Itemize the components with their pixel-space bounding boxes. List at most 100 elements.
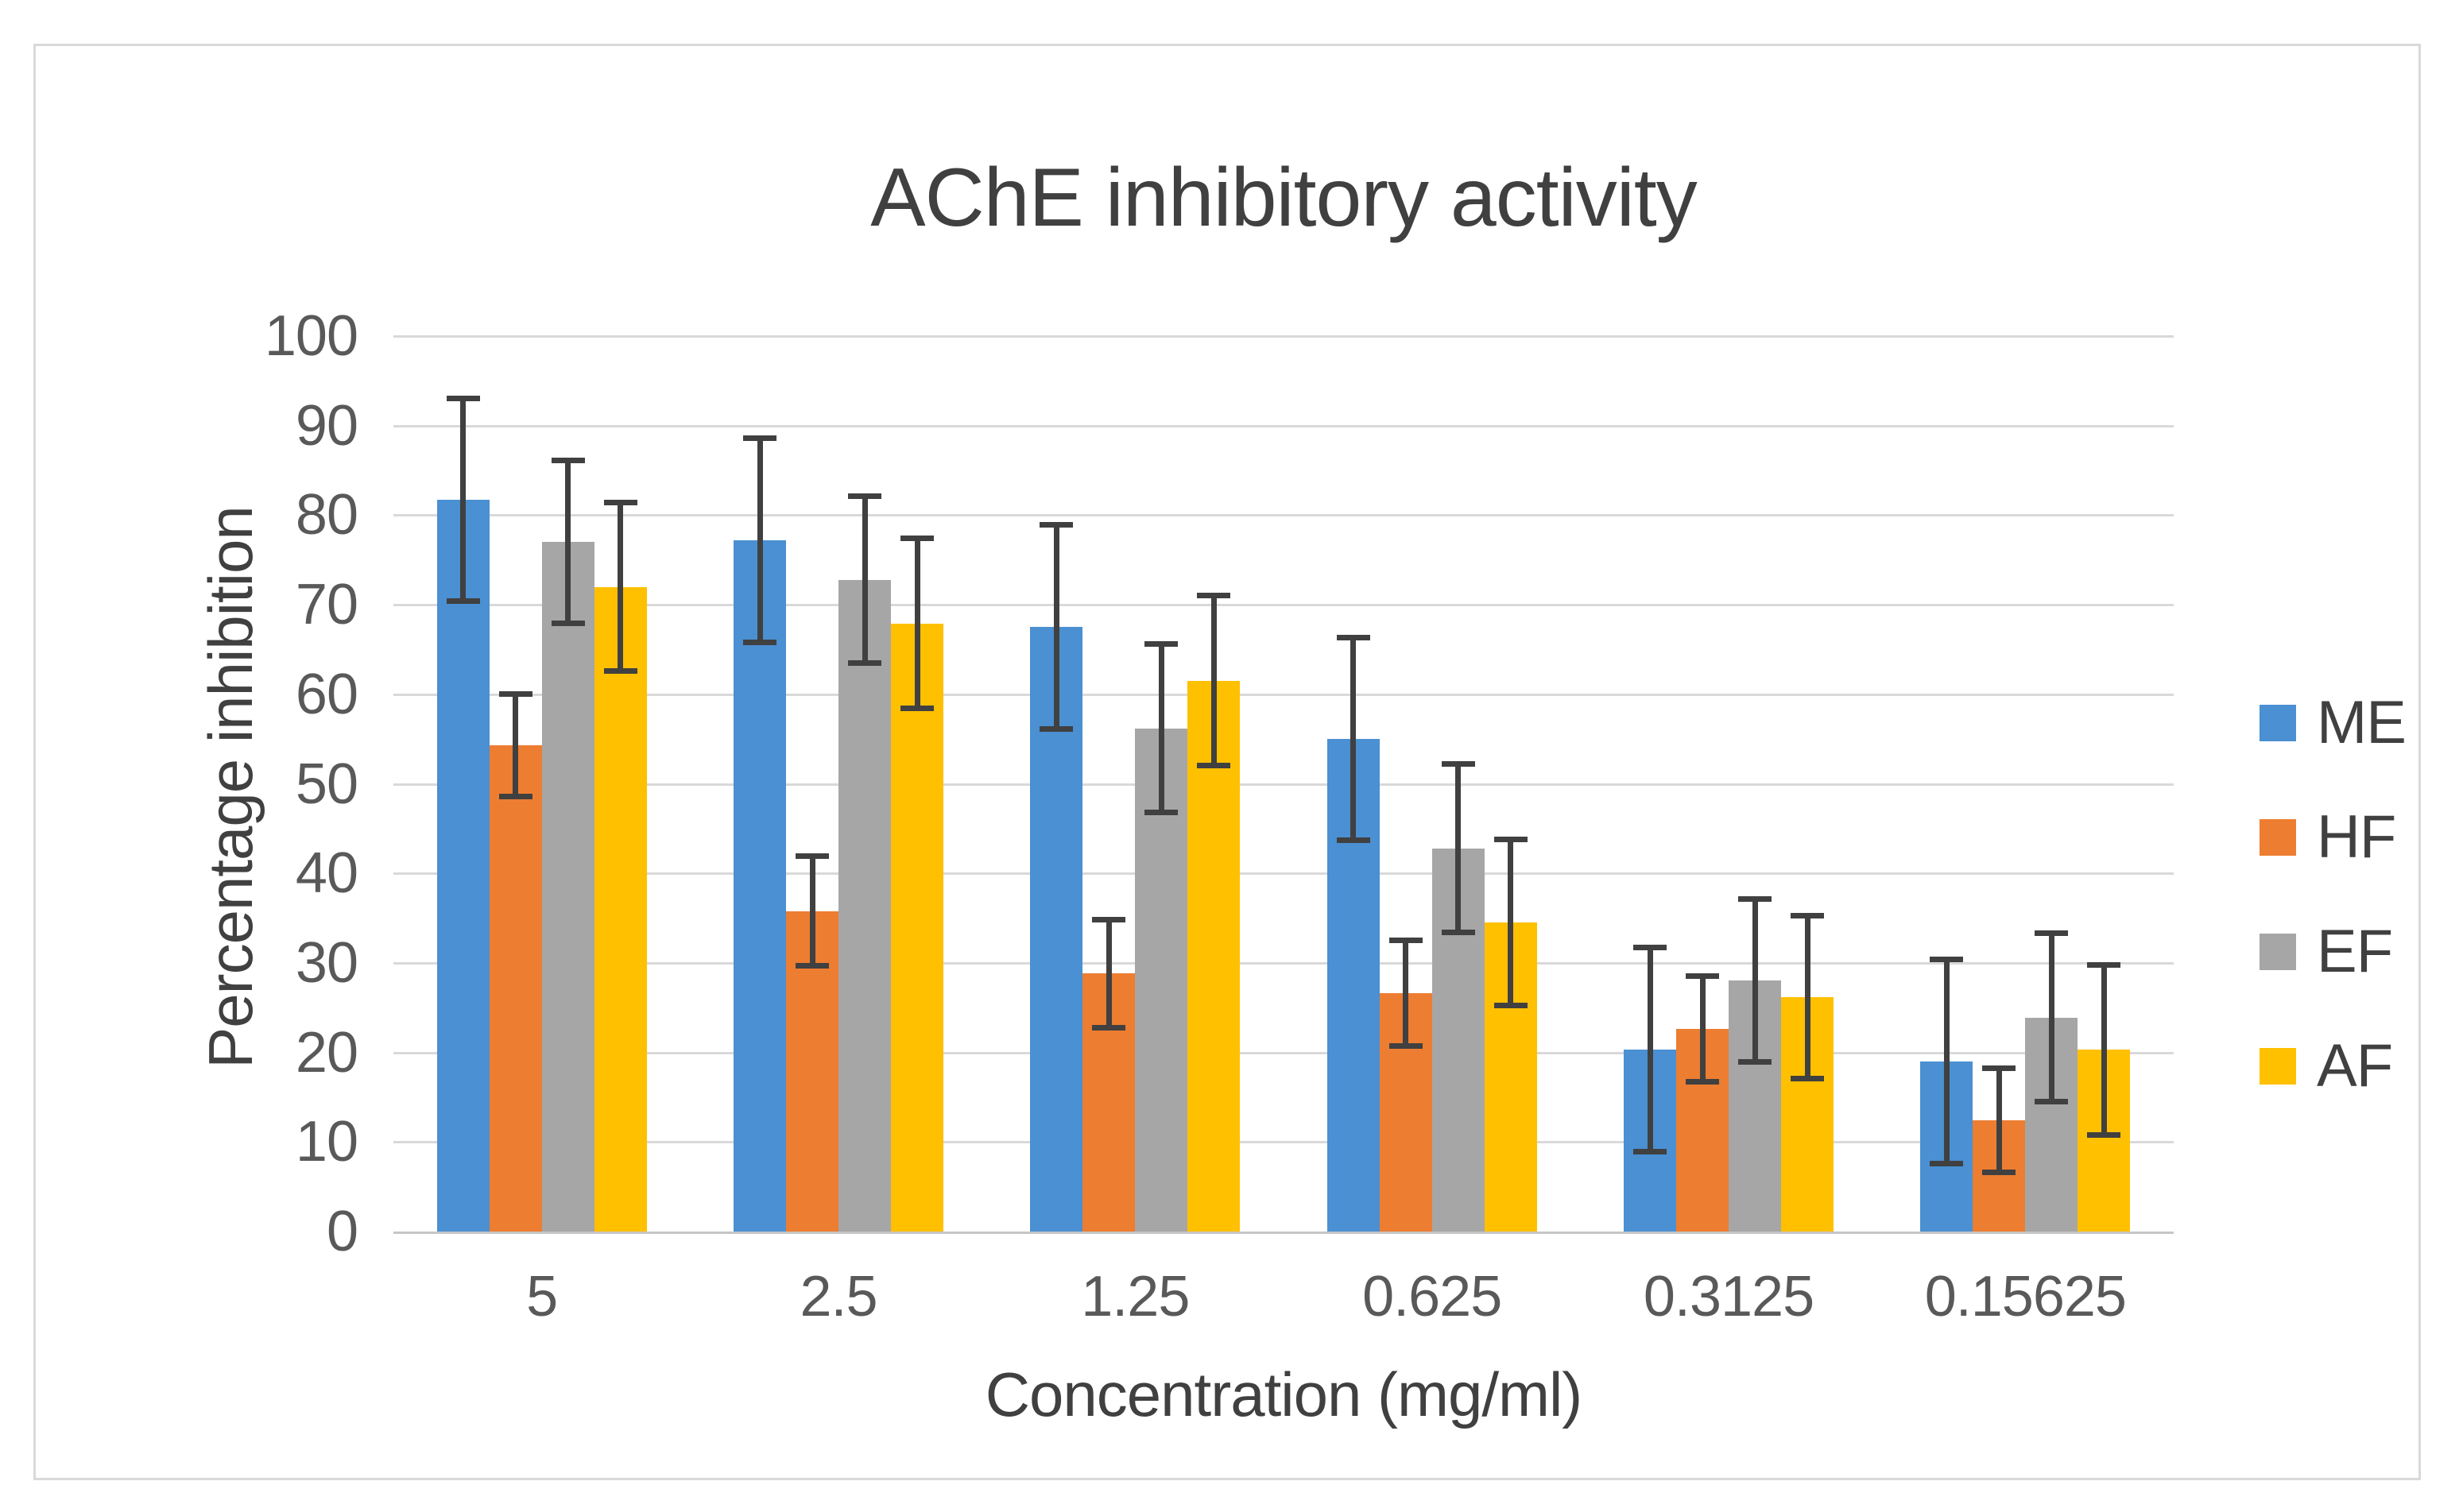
error-bar-AF — [1493, 1003, 1528, 1009]
error-bar-AF — [1804, 915, 1810, 1079]
error-bar-ME — [743, 639, 776, 645]
legend-label: ME — [2317, 689, 2407, 756]
gridline — [393, 872, 2174, 876]
error-bar-ME — [1040, 726, 1074, 733]
error-bar-EF — [1441, 761, 1475, 768]
chart-frame: AChE inhibitory activity Percentage inhi… — [33, 44, 2421, 1480]
error-bar-EF — [1158, 644, 1164, 813]
error-bar-ME — [446, 598, 480, 605]
bar-ME — [436, 500, 490, 1232]
error-bar-HF — [513, 694, 519, 797]
legend-label: EF — [2317, 918, 2393, 985]
error-bar-AF — [603, 667, 637, 674]
error-bar-ME — [757, 438, 763, 643]
error-bar-EF — [1441, 930, 1475, 936]
y-tick-label: 20 — [295, 1020, 358, 1085]
error-bar-EF — [2035, 930, 2069, 937]
y-tick-label: 10 — [295, 1110, 358, 1174]
x-tick-label: 0.625 — [1362, 1265, 1502, 1328]
error-bar-AF — [900, 706, 934, 712]
gridlines-layer — [393, 335, 2174, 1232]
error-bar-AF — [1791, 912, 1824, 918]
error-bar-AF — [900, 536, 934, 542]
y-tick-label: 50 — [295, 752, 358, 816]
x-tick-label: 0.15625 — [1924, 1265, 2127, 1328]
error-bar-AF — [603, 500, 637, 506]
gridline — [393, 424, 2174, 427]
error-bar-ME — [1336, 837, 1370, 843]
legend-swatch-EF — [2260, 934, 2296, 970]
error-bar-AF — [914, 538, 920, 709]
error-bar-ME — [743, 435, 776, 441]
error-bar-ME — [1336, 635, 1370, 641]
gridline — [393, 693, 2174, 696]
error-bar-HF — [1092, 917, 1126, 923]
error-bar-HF — [1996, 1068, 2002, 1173]
gridline — [393, 1141, 2174, 1144]
gridline — [393, 961, 2174, 965]
bars-layer — [393, 336, 2174, 1232]
error-bar-AF — [1210, 595, 1217, 766]
legend-item-ME: ME — [2260, 689, 2407, 756]
error-bar-AF — [1508, 839, 1514, 1006]
error-bar-HF — [1686, 1079, 1719, 1085]
bar-ME — [734, 539, 786, 1232]
y-tick-label: 60 — [295, 662, 358, 726]
legend-label: AF — [2317, 1032, 2393, 1100]
error-bar-EF — [1738, 896, 1772, 903]
error-bar-AF — [1197, 763, 1231, 769]
legend-item-EF: EF — [2260, 918, 2393, 985]
error-bar-HF — [1686, 973, 1719, 980]
legend-label: HF — [2317, 803, 2396, 871]
plot-area — [393, 335, 2174, 1234]
error-bar-EF — [565, 460, 571, 624]
y-tick-label: 90 — [295, 393, 358, 458]
error-bar-EF — [1738, 1059, 1772, 1065]
error-bar-ME — [460, 398, 467, 601]
error-bar-HF — [498, 691, 532, 698]
error-bar-HF — [1982, 1065, 2016, 1072]
error-bar-HF — [1982, 1170, 2016, 1176]
error-bar-ME — [1633, 945, 1667, 951]
error-bar-ME — [1647, 947, 1653, 1152]
error-bar-EF — [1455, 764, 1462, 933]
bar-AF — [594, 586, 647, 1232]
x-axis-title: Concentration (mg/ml) — [985, 1359, 1583, 1429]
x-tick-label: 5 — [526, 1265, 558, 1328]
bar-EF — [541, 542, 594, 1232]
legend-item-HF: HF — [2260, 803, 2396, 871]
error-bar-AF — [2087, 961, 2121, 968]
error-bar-AF — [1791, 1075, 1824, 1081]
error-bar-HF — [1106, 919, 1112, 1028]
error-bar-EF — [2048, 933, 2054, 1102]
gridline — [393, 604, 2174, 607]
gridline — [393, 783, 2174, 786]
error-bar-AF — [1493, 836, 1528, 842]
error-bar-EF — [1144, 641, 1179, 648]
error-bar-EF — [1752, 899, 1758, 1062]
error-bar-HF — [796, 853, 829, 860]
chart-title: AChE inhibitory activity — [870, 152, 1698, 244]
error-bar-AF — [1197, 593, 1231, 599]
error-bar-ME — [1053, 524, 1059, 729]
error-bar-HF — [1092, 1024, 1126, 1031]
error-bar-EF — [848, 493, 881, 500]
gridline — [393, 514, 2174, 517]
error-bar-HF — [1403, 940, 1409, 1046]
error-bar-AF — [618, 502, 624, 671]
error-bar-HF — [1388, 938, 1423, 944]
y-tick-label: 70 — [295, 573, 358, 637]
error-bar-HF — [796, 962, 829, 969]
bar-AF — [1187, 680, 1241, 1232]
x-tick-label: 0.3125 — [1643, 1265, 1814, 1328]
error-bar-ME — [1040, 522, 1074, 528]
gridline — [393, 335, 2174, 338]
x-tick-label: 1.25 — [1081, 1265, 1190, 1328]
gridline — [393, 1051, 2174, 1054]
error-bar-EF — [551, 458, 585, 464]
y-tick-label: 80 — [295, 483, 358, 547]
error-bar-HF — [809, 856, 815, 966]
error-bar-EF — [848, 659, 881, 666]
bar-HF — [489, 745, 542, 1232]
y-tick-label: 30 — [295, 930, 358, 995]
